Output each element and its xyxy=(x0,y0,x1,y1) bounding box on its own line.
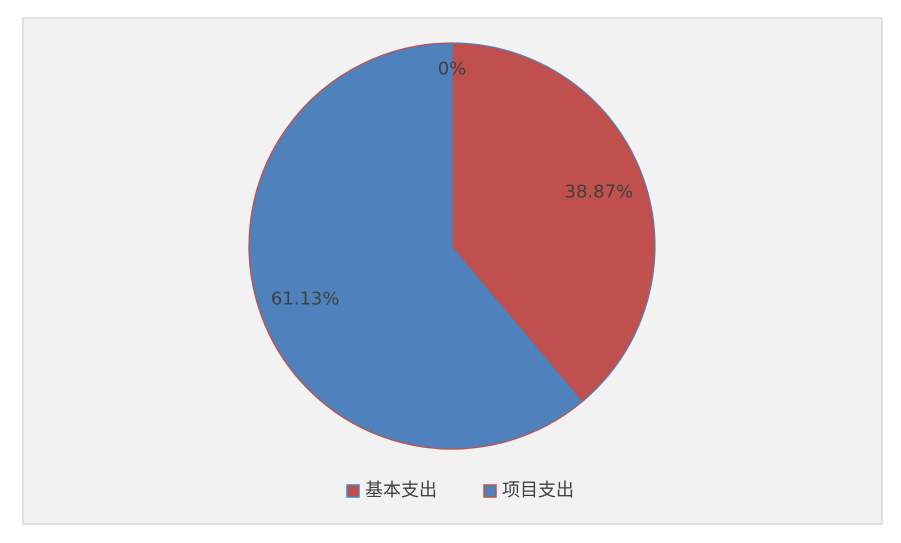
data-label: 61.13% xyxy=(271,289,340,310)
data-label: 0% xyxy=(438,58,467,79)
legend-label: 基本支出 xyxy=(365,480,437,501)
pie-slice xyxy=(248,42,584,450)
data-label: 38.87% xyxy=(565,181,634,202)
legend-swatch xyxy=(346,484,360,498)
legend-label: 项目支出 xyxy=(502,480,574,501)
pie-slice xyxy=(451,42,656,403)
legend-swatch xyxy=(483,484,497,498)
